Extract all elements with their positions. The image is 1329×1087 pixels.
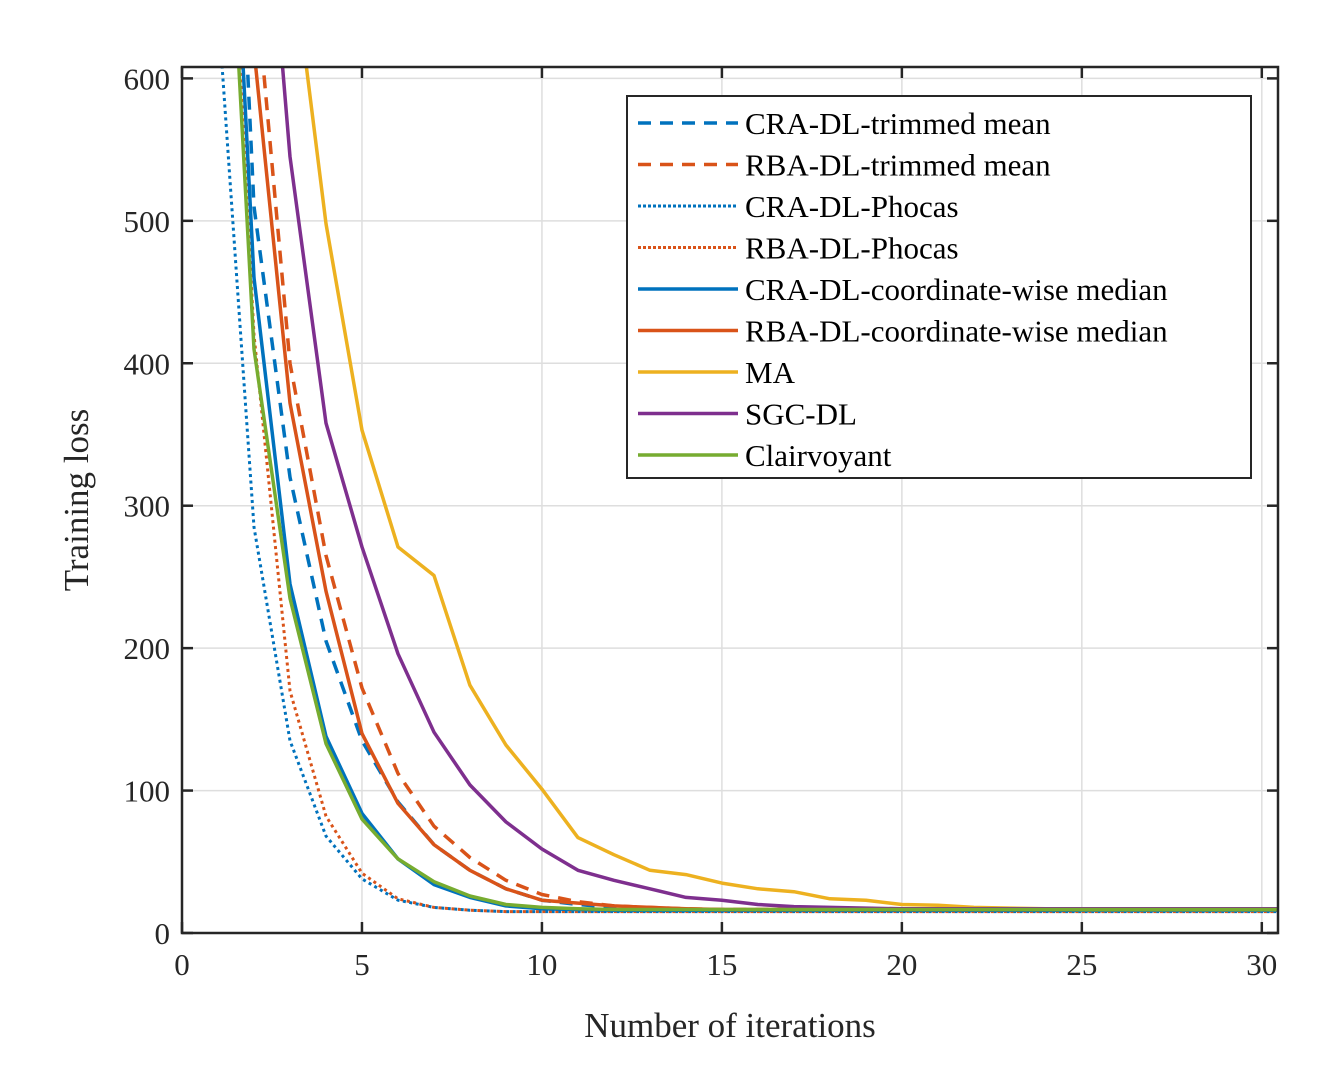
x-tick-label: 30: [1246, 947, 1277, 982]
axes-box: [180, 65, 1280, 935]
legend-label: SGC-DL: [745, 397, 857, 432]
x-tick-label: 20: [886, 947, 917, 982]
x-tick-label: 15: [706, 947, 737, 982]
y-tick-label: 400: [124, 346, 171, 381]
legend-item: SGC-DL: [638, 397, 857, 432]
legend-item: MA: [638, 355, 796, 390]
x-tick-label: 10: [526, 947, 557, 982]
y-tick-label: 100: [124, 774, 171, 809]
legend-label: RBA-DL-coordinate-wise median: [745, 314, 1168, 349]
y-tick-label: 600: [124, 61, 171, 96]
legend-item: RBA-DL-coordinate-wise median: [638, 314, 1168, 349]
series-line-clairvoyant: [237, 67, 1278, 912]
legend-label: RBA-DL-trimmed mean: [745, 148, 1051, 183]
legend-item: CRA-DL-trimmed mean: [638, 106, 1051, 141]
x-axis-label: Number of iterations: [584, 1006, 876, 1045]
x-tick-label: 5: [354, 947, 370, 982]
x-tick-label: 25: [1066, 947, 1097, 982]
legend-label: MA: [745, 355, 796, 390]
y-tick-label: 500: [124, 204, 171, 239]
legend-item: CRA-DL-coordinate-wise median: [638, 272, 1168, 307]
y-axis-label: Training loss: [57, 409, 96, 592]
x-tick-label: 0: [174, 947, 190, 982]
y-tick-label: 0: [155, 916, 171, 951]
legend-item: Clairvoyant: [638, 438, 892, 473]
legend-item: RBA-DL-Phocas: [638, 231, 959, 266]
legend-item: RBA-DL-trimmed mean: [638, 148, 1051, 183]
legend-label: CRA-DL-Phocas: [745, 189, 959, 224]
legend-label: CRA-DL-coordinate-wise median: [745, 272, 1168, 307]
y-tick-label: 200: [124, 631, 171, 666]
series-layer: [220, 67, 1278, 914]
legend-label: RBA-DL-Phocas: [745, 231, 959, 266]
axes: [180, 65, 1280, 935]
legend: CRA-DL-trimmed mean RBA-DL-trimmed mean CR…: [626, 95, 1252, 479]
y-tick-label: 300: [124, 489, 171, 524]
legend-label: CRA-DL-trimmed mean: [745, 106, 1051, 141]
legend-item: CRA-DL-Phocas: [638, 189, 959, 224]
legend-label: Clairvoyant: [745, 438, 892, 473]
